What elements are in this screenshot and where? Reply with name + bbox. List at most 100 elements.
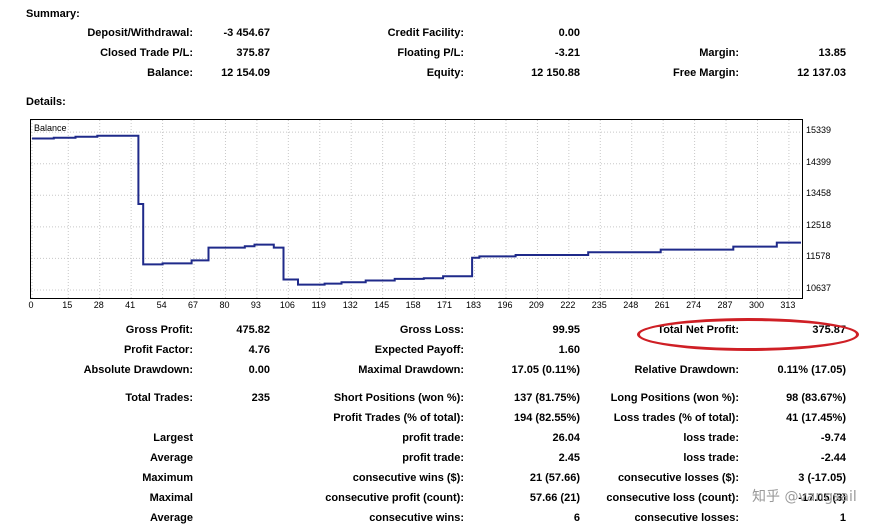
x-tick-label: 93 <box>250 300 261 310</box>
x-tick-label: 28 <box>93 300 104 310</box>
details-value: 2.45 <box>558 452 580 464</box>
details-label: profit trade: <box>402 452 464 464</box>
balance-line <box>32 134 801 286</box>
details-value: 1 <box>839 512 846 524</box>
summary-label: Free Margin: <box>672 67 739 79</box>
details-label: Expected Payoff: <box>374 344 464 356</box>
x-tick-label: 209 <box>528 300 544 310</box>
summary-label: Margin: <box>699 47 739 59</box>
x-tick-label: 80 <box>219 300 230 310</box>
details-value: 475.82 <box>236 324 270 336</box>
details-value: 0.00 <box>248 364 270 376</box>
summary-value: -3.21 <box>554 47 580 59</box>
summary-label: Credit Facility: <box>387 27 464 39</box>
summary-value: 13.85 <box>818 47 846 59</box>
balance-chart-svg: Balance <box>31 120 802 298</box>
summary-label: Balance: <box>147 67 193 79</box>
details-label: consecutive losses: <box>634 512 739 524</box>
details-label: Maximal <box>149 492 193 504</box>
details-value: 21 (57.66) <box>529 472 580 484</box>
details-label: Profit Factor: <box>123 344 193 356</box>
details-label: Gross Profit: <box>125 324 193 336</box>
y-tick-label: 12518 <box>806 219 832 230</box>
x-tick-label: 235 <box>591 300 607 310</box>
x-tick-label: 222 <box>560 300 576 310</box>
x-tick-label: 145 <box>374 300 390 310</box>
details-label: Relative Drawdown: <box>634 364 739 376</box>
x-tick-label: 54 <box>156 300 167 310</box>
x-tick-label: 183 <box>466 300 482 310</box>
x-tick-label: 300 <box>748 300 764 310</box>
y-tick-label: 10637 <box>806 283 832 294</box>
summary-label: Deposit/Withdrawal: <box>87 27 193 39</box>
details-label: Short Positions (won %): <box>333 392 464 404</box>
x-tick-label: 0 <box>28 300 34 310</box>
details-value: -17.05 (3) <box>798 492 846 504</box>
details-value: 41 (17.45%) <box>786 412 846 424</box>
summary-value: 12 150.88 <box>531 67 580 79</box>
details-label: Total Trades: <box>125 392 193 404</box>
y-tick-label: 13458 <box>806 188 832 199</box>
details-label: consecutive losses ($): <box>617 472 739 484</box>
details-value: 235 <box>251 392 270 404</box>
summary-title: Summary: <box>26 8 80 20</box>
details-label: profit trade: <box>402 432 464 444</box>
x-tick-label: 313 <box>780 300 796 310</box>
details-label: Average <box>149 452 193 464</box>
summary-value: -3 454.67 <box>223 27 270 39</box>
details-value: -2.44 <box>820 452 846 464</box>
x-tick-label: 15 <box>62 300 73 310</box>
details-label: Largest <box>153 432 193 444</box>
details-label: Long Positions (won %): <box>610 392 739 404</box>
x-tick-label: 248 <box>623 300 639 310</box>
x-tick-label: 171 <box>437 300 453 310</box>
details-label: loss trade: <box>683 432 739 444</box>
details-label: consecutive wins ($): <box>352 472 464 484</box>
details-value: 1.60 <box>558 344 580 356</box>
x-tick-label: 132 <box>342 300 358 310</box>
details-value: 194 (82.55%) <box>513 412 580 424</box>
watermark: 知乎 @vangsail <box>752 489 857 505</box>
x-tick-label: 196 <box>497 300 513 310</box>
summary-label: Floating P/L: <box>397 47 464 59</box>
details-label: consecutive loss (count): <box>606 492 739 504</box>
details-label: Maximal Drawdown: <box>358 364 464 376</box>
details-label: Loss trades (% of total): <box>613 412 739 424</box>
details-value: 6 <box>573 512 580 524</box>
details-value: 0.11% (17.05) <box>777 364 847 376</box>
details-title: Details: <box>26 96 66 108</box>
summary-label: Closed Trade P/L: <box>100 47 193 59</box>
details-label: Profit Trades (% of total): <box>333 412 464 424</box>
x-tick-label: 274 <box>686 300 702 310</box>
balance-chart: Balance <box>30 119 803 299</box>
x-tick-label: 261 <box>654 300 670 310</box>
x-tick-label: 119 <box>311 300 326 310</box>
details-value: 26.04 <box>552 432 580 444</box>
y-tick-label: 15339 <box>806 125 832 136</box>
highlight-ellipse <box>637 318 859 351</box>
details-value: 137 (81.75%) <box>513 392 580 404</box>
x-tick-label: 106 <box>279 300 295 310</box>
details-label: loss trade: <box>683 452 739 464</box>
summary-value: 12 154.09 <box>221 67 270 79</box>
details-label: Average <box>149 512 193 524</box>
details-label: Maximum <box>142 472 193 484</box>
x-tick-label: 158 <box>405 300 421 310</box>
details-label: Gross Loss: <box>399 324 464 336</box>
details-value: -9.74 <box>820 432 846 444</box>
details-label: consecutive wins: <box>369 512 464 524</box>
summary-value: 0.00 <box>558 27 580 39</box>
details-label: consecutive profit (count): <box>325 492 464 504</box>
summary-label: Equity: <box>426 67 464 79</box>
summary-value: 375.87 <box>236 47 270 59</box>
summary-value: 12 137.03 <box>797 67 846 79</box>
details-value: 3 (-17.05) <box>798 472 846 484</box>
y-tick-label: 11578 <box>806 251 831 262</box>
x-tick-label: 41 <box>125 300 136 310</box>
x-tick-label: 67 <box>188 300 199 310</box>
x-tick-label: 287 <box>717 300 733 310</box>
details-value: 98 (83.67%) <box>786 392 846 404</box>
details-value: 99.95 <box>552 324 580 336</box>
details-label: Absolute Drawdown: <box>83 364 193 376</box>
details-value: 4.76 <box>248 344 270 356</box>
